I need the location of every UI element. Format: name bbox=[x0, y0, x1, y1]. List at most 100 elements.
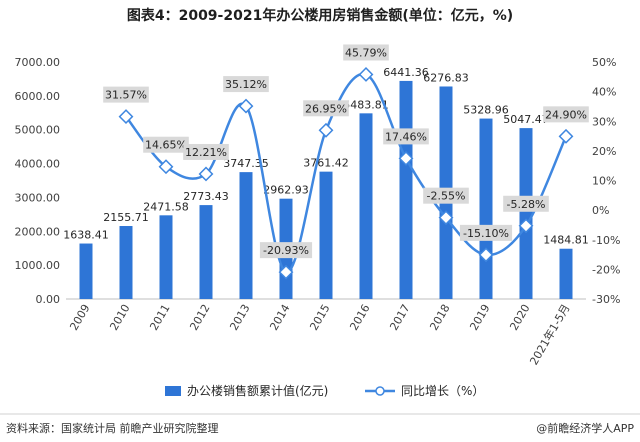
y-right-tick-label: 0% bbox=[592, 204, 609, 217]
x-tick-label: 2017 bbox=[387, 302, 412, 333]
bar bbox=[79, 243, 93, 299]
y-left-tick-label: 4000.00 bbox=[15, 158, 61, 171]
legend-bar-label: 办公楼销售额累计值(亿元) bbox=[187, 383, 328, 398]
bar bbox=[119, 226, 133, 299]
growth-value-label: 24.90% bbox=[545, 108, 587, 121]
legend-line-label: 同比增长（%） bbox=[401, 384, 484, 398]
growth-marker bbox=[318, 122, 334, 138]
growth-label-box bbox=[143, 136, 189, 153]
growth-label-box bbox=[383, 128, 429, 145]
growth-marker bbox=[438, 210, 454, 226]
chart-title: 图表4：2009-2021年办公楼用房销售金额(单位：亿元，%) bbox=[127, 7, 513, 24]
growth-value-label: 17.46% bbox=[385, 130, 427, 143]
growth-marker bbox=[398, 150, 414, 166]
bar-value-label: 2471.58 bbox=[143, 200, 189, 213]
growth-label-box bbox=[343, 44, 389, 61]
growth-value-label: -20.93% bbox=[263, 244, 309, 257]
x-tick-label: 2018 bbox=[427, 302, 452, 333]
growth-value-label: 31.57% bbox=[105, 89, 147, 102]
bar-value-label: 6441.36 bbox=[383, 66, 429, 79]
x-tick-label: 2020 bbox=[507, 302, 532, 333]
bar-value-label: 2155.71 bbox=[103, 211, 149, 224]
legend: 办公楼销售额累计值(亿元) 同比增长（%） bbox=[165, 383, 484, 398]
growth-marker bbox=[518, 218, 534, 234]
growth-label-box bbox=[259, 242, 313, 259]
y-right-tick-label: 10% bbox=[592, 175, 616, 188]
x-tick-label: 2021年1-5月 bbox=[526, 302, 572, 368]
growth-label-box bbox=[103, 86, 149, 103]
growth-marker bbox=[478, 247, 494, 263]
x-tick-label: 2010 bbox=[107, 302, 132, 333]
growth-value-label: 45.79% bbox=[345, 46, 387, 59]
bar bbox=[239, 172, 253, 299]
bar-value-label: 2962.93 bbox=[263, 184, 309, 197]
bar-value-label: 1484.81 bbox=[543, 234, 589, 247]
bar bbox=[519, 128, 533, 299]
y-right-tick-label: -10% bbox=[592, 234, 620, 247]
y-left-tick-label: 0.00 bbox=[36, 293, 61, 306]
growth-value-label: 26.95% bbox=[305, 102, 347, 115]
bar bbox=[479, 118, 493, 300]
growth-marker bbox=[558, 128, 574, 144]
growth-label-box bbox=[303, 100, 349, 117]
growth-value-label: 14.65% bbox=[145, 139, 187, 152]
growth-value-label: 35.12% bbox=[225, 78, 267, 91]
x-tick-label: 2014 bbox=[267, 302, 292, 333]
growth-marker bbox=[358, 67, 374, 82]
growth-marker bbox=[278, 264, 294, 280]
y-right-tick-label: 50% bbox=[592, 56, 616, 69]
bar-value-label: 5483.81 bbox=[343, 98, 389, 111]
growth-marker bbox=[118, 109, 134, 125]
bar-value-label: 6276.83 bbox=[423, 71, 469, 84]
growth-label-box bbox=[503, 195, 549, 212]
bar bbox=[319, 171, 333, 299]
y-right-tick-label: -30% bbox=[592, 293, 620, 306]
bar-value-label: 5328.96 bbox=[463, 104, 509, 117]
x-tick-label: 2015 bbox=[307, 302, 332, 333]
growth-label-box bbox=[183, 143, 229, 160]
y-right-tick-label: 30% bbox=[592, 115, 616, 128]
x-tick-label: 2012 bbox=[187, 302, 212, 333]
x-tick-label: 2011 bbox=[147, 302, 172, 333]
x-tick-label: 2019 bbox=[467, 302, 492, 333]
legend-bar-swatch bbox=[165, 386, 181, 396]
y-left-tick-label: 2000.00 bbox=[15, 225, 61, 238]
growth-value-label: 12.21% bbox=[185, 146, 227, 159]
growth-marker bbox=[158, 159, 174, 175]
y-right-tick-label: -20% bbox=[592, 263, 620, 276]
growth-label-box bbox=[459, 224, 513, 241]
x-tick-label: 2013 bbox=[227, 302, 252, 333]
bar bbox=[199, 205, 213, 299]
bar bbox=[399, 80, 413, 299]
y-left-tick-label: 3000.00 bbox=[15, 191, 61, 204]
x-tick-label: 2016 bbox=[347, 302, 372, 333]
y-right-tick-label: 40% bbox=[592, 86, 616, 99]
growth-value-label: -2.55% bbox=[427, 190, 466, 203]
bar-value-label: 5047.47 bbox=[503, 113, 549, 126]
growth-label-box bbox=[423, 187, 469, 204]
y-left-tick-label: 6000.00 bbox=[15, 90, 61, 103]
x-tick-label: 2009 bbox=[67, 302, 92, 333]
bar bbox=[559, 248, 573, 299]
growth-label-box bbox=[223, 76, 269, 93]
growth-marker bbox=[238, 98, 254, 114]
bar-value-label: 3747.35 bbox=[223, 157, 269, 170]
legend-line-marker bbox=[375, 386, 385, 396]
growth-label-box bbox=[543, 106, 589, 123]
y-right-tick-label: 20% bbox=[592, 145, 616, 158]
growth-value-label: -5.28% bbox=[507, 198, 546, 211]
bar-value-label: 1638.41 bbox=[63, 229, 109, 242]
footer-source: 资料来源：国家统计局 前瞻产业研究院整理 bbox=[6, 421, 219, 435]
bar-value-label: 2773.43 bbox=[183, 190, 229, 203]
y-left-tick-label: 5000.00 bbox=[15, 124, 61, 137]
growth-value-label: -15.10% bbox=[463, 227, 509, 240]
growth-marker bbox=[198, 166, 214, 182]
y-left-tick-label: 7000.00 bbox=[15, 56, 61, 69]
bar bbox=[159, 215, 173, 299]
bar-value-label: 3761.42 bbox=[303, 157, 349, 170]
footer-brand: @前瞻经济学人APP bbox=[536, 421, 634, 435]
bar bbox=[359, 113, 373, 299]
y-left-tick-label: 1000.00 bbox=[15, 259, 61, 272]
plot-area: 0.00 1000.00 2000.00 3000.00 4000.00 5000.00 6… bbox=[15, 44, 620, 368]
